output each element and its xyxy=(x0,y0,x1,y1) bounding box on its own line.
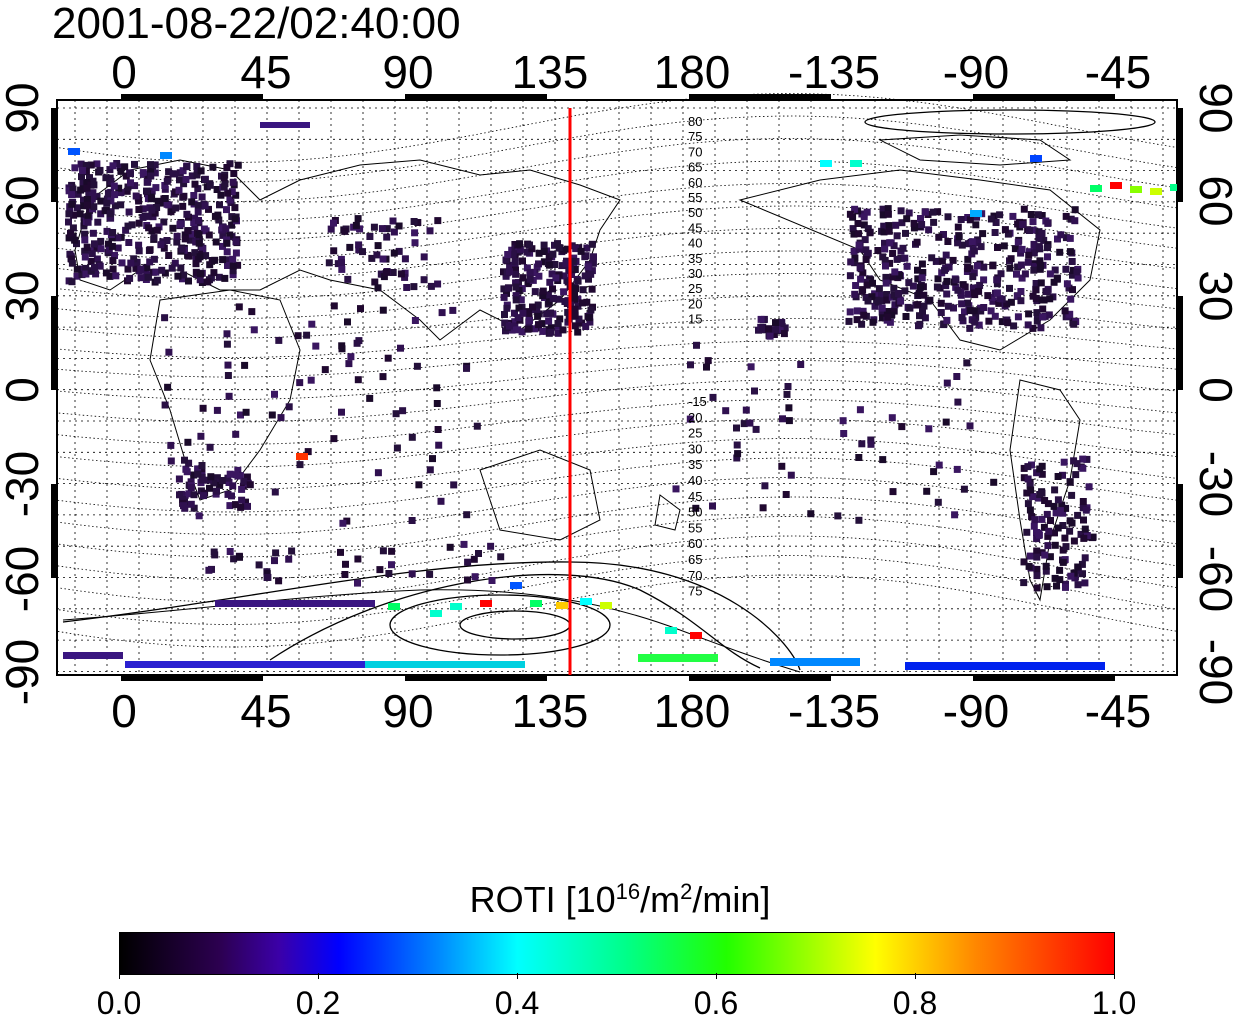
contour-label: 35 xyxy=(688,457,702,472)
y-tick-label-left: -90 xyxy=(0,639,48,705)
y-tick-label-right: 0 xyxy=(1190,377,1240,403)
y-tick-label-right: -90 xyxy=(1190,639,1240,705)
x-axis-bottom-labels: 0 45 90 135 180 -135 -90 -45 xyxy=(111,685,1151,737)
contour-label: 35 xyxy=(688,251,702,266)
contour-label: 70 xyxy=(688,144,702,159)
contour-label: 55 xyxy=(688,190,702,205)
x-tick-label-bottom: 135 xyxy=(512,685,589,737)
x-tick-label-top: -90 xyxy=(943,46,1009,98)
y-tick-label-left: -60 xyxy=(0,546,48,612)
contour-label: 45 xyxy=(688,220,702,235)
x-tick-label-bottom: -45 xyxy=(1085,685,1151,737)
contour-label: 65 xyxy=(688,160,702,175)
y-tick-label-right: 90 xyxy=(1190,82,1240,133)
contour-label: -15 xyxy=(688,394,707,409)
x-tick-label-bottom: 0 xyxy=(111,685,137,737)
y-tick-label-right: 60 xyxy=(1190,175,1240,226)
colorbar-tick xyxy=(318,973,319,979)
contour-label: 40 xyxy=(688,473,702,488)
colorbar-title: ROTI [1016/m2/min] xyxy=(469,879,771,920)
y-axis-right-labels: 90 60 30 0 -30 -60 -90 xyxy=(1190,82,1240,705)
contour-label: 45 xyxy=(688,489,702,504)
y-tick-label-left: 60 xyxy=(0,175,48,226)
contour-label: 20 xyxy=(688,296,702,311)
y-tick-label-left: 90 xyxy=(0,82,48,133)
contour-label: 75 xyxy=(688,129,702,144)
colorbar-label: 0.0 xyxy=(96,985,142,1021)
x-tick-label-bottom: 45 xyxy=(240,685,291,737)
colorbar xyxy=(119,932,1115,975)
colorbar-label: 0.2 xyxy=(295,985,341,1021)
contour-label: 70 xyxy=(688,568,702,583)
x-tick-label-bottom: 180 xyxy=(654,685,731,737)
y-tick-label-right: 30 xyxy=(1190,270,1240,321)
colorbar-label: 0.4 xyxy=(494,985,540,1021)
y-tick-label-right: -30 xyxy=(1190,451,1240,517)
contour-label: 55 xyxy=(688,520,702,535)
map-title: 2001-08-22/02:40:00 xyxy=(52,0,461,48)
y-tick-label-right: -60 xyxy=(1190,546,1240,612)
contour-label: 30 xyxy=(688,441,702,456)
contour-label: 80 xyxy=(688,114,702,129)
x-tick-label-top: 135 xyxy=(512,46,589,98)
x-tick-label-bottom: 90 xyxy=(382,685,433,737)
contour-label: 30 xyxy=(688,266,702,281)
x-tick-label-top: -45 xyxy=(1085,46,1151,98)
x-axis-top-labels: 0 45 90 135 180 -135 -90 -45 xyxy=(111,46,1151,98)
colorbar-label: 1.0 xyxy=(1091,985,1137,1021)
contour-label: 15 xyxy=(688,312,702,327)
y-axis-left-labels: 90 60 30 0 -30 -60 -90 xyxy=(0,82,48,705)
contour-label: 50 xyxy=(688,505,702,520)
x-tick-label-bottom: -135 xyxy=(788,685,880,737)
x-tick-label-top: 180 xyxy=(654,46,731,98)
x-tick-label-bottom: -90 xyxy=(943,685,1009,737)
contour-lines xyxy=(56,93,1178,671)
contour-label: 40 xyxy=(688,236,702,251)
contour-label: 65 xyxy=(688,552,702,567)
contour-label: 25 xyxy=(688,281,702,296)
contour-label: 20 xyxy=(688,410,702,425)
contour-label: 75 xyxy=(688,584,702,599)
colorbar-tick xyxy=(716,973,717,979)
colorbar-tick xyxy=(517,973,518,979)
x-tick-label-top: 0 xyxy=(111,46,137,98)
y-tick-label-left: 0 xyxy=(0,377,48,403)
x-tick-label-top: 90 xyxy=(382,46,433,98)
contour-label: 60 xyxy=(688,536,702,551)
contour-labels: 8075706560555045403530252015-15202530354… xyxy=(688,114,707,599)
y-tick-label-left: 30 xyxy=(0,270,48,321)
grid-lines xyxy=(57,100,1177,675)
x-tick-label-top: 45 xyxy=(240,46,291,98)
roti-pixels xyxy=(63,122,1182,670)
x-tick-label-top: -135 xyxy=(788,46,880,98)
colorbar-tick xyxy=(1114,973,1115,979)
contour-label: 60 xyxy=(688,175,702,190)
contour-label: 25 xyxy=(688,426,702,441)
colorbar-label: 0.8 xyxy=(892,985,938,1021)
colorbar-tick xyxy=(119,973,120,979)
colorbar-label: 0.6 xyxy=(693,985,739,1021)
colorbar-tick xyxy=(915,973,916,979)
roti-map: 8075706560555045403530252015-15202530354… xyxy=(0,46,1240,737)
contour-label: 50 xyxy=(688,205,702,220)
axis-bars xyxy=(51,94,1183,681)
y-tick-label-left: -30 xyxy=(0,451,48,517)
